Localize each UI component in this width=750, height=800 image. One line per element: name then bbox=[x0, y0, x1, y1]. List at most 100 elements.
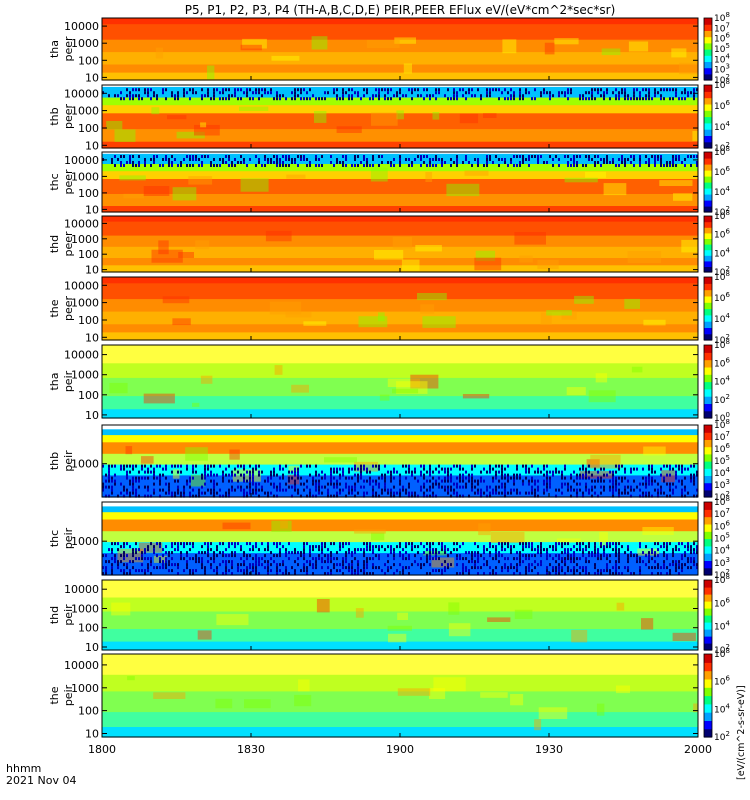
noise-pixel bbox=[402, 94, 404, 98]
noise-pixel bbox=[690, 473, 692, 477]
noise-pixel bbox=[174, 494, 176, 498]
noise-pixel bbox=[183, 542, 185, 546]
colorbar-segment bbox=[704, 67, 712, 75]
noise-pixel bbox=[120, 155, 122, 158]
noise-pixel bbox=[690, 164, 692, 167]
noise-pixel bbox=[582, 569, 584, 573]
noise-pixel bbox=[252, 563, 254, 567]
noise-pixel bbox=[600, 569, 602, 573]
noise-pixel bbox=[339, 488, 341, 492]
noise-pixel bbox=[279, 554, 281, 558]
noise-pixel bbox=[555, 566, 557, 570]
noise-pixel bbox=[669, 464, 671, 468]
noise-pixel bbox=[435, 569, 437, 573]
noise-pixel bbox=[642, 482, 644, 486]
spectrogram-band bbox=[102, 435, 698, 443]
noise-pixel bbox=[222, 97, 224, 101]
noise-pixel bbox=[195, 155, 197, 158]
noise-pixel bbox=[543, 88, 545, 92]
noise-pixel bbox=[267, 560, 269, 564]
noise-pixel bbox=[177, 470, 179, 474]
noise-pixel bbox=[207, 464, 209, 468]
noise-pixel bbox=[423, 476, 425, 480]
colorbar-frame bbox=[703, 151, 713, 213]
noise-pixel bbox=[285, 566, 287, 570]
noise-pixel bbox=[513, 94, 515, 98]
noise-pixel bbox=[546, 464, 548, 468]
noise-pixel bbox=[213, 554, 215, 558]
noise-pixel bbox=[249, 548, 251, 552]
noise-pixel bbox=[669, 467, 671, 471]
noise-pixel bbox=[210, 464, 212, 468]
noise-pixel bbox=[684, 88, 686, 92]
noise-pixel bbox=[237, 88, 239, 92]
y-tick-label: 1000 bbox=[71, 682, 99, 695]
noise-pixel bbox=[615, 94, 617, 98]
noise-pixel bbox=[261, 485, 263, 489]
noise-pixel bbox=[411, 470, 413, 474]
noise-pixel bbox=[636, 88, 638, 92]
noise-pixel bbox=[165, 491, 167, 495]
noise-pixel bbox=[360, 485, 362, 489]
noise-pixel bbox=[366, 560, 368, 564]
noise-pixel bbox=[267, 91, 269, 95]
noise-pixel bbox=[573, 479, 575, 483]
noise-pixel bbox=[396, 470, 398, 474]
noise-pixel bbox=[327, 494, 329, 498]
noise-pixel bbox=[378, 91, 380, 95]
noise-pixel bbox=[426, 164, 428, 167]
noise-pixel bbox=[276, 94, 278, 98]
spectrogram-band bbox=[102, 221, 698, 237]
noise-pixel bbox=[546, 476, 548, 480]
noise-pixel bbox=[600, 572, 602, 576]
spectrogram-variation bbox=[544, 42, 555, 55]
noise-pixel bbox=[336, 479, 338, 483]
colorbar-segment bbox=[704, 194, 712, 201]
noise-pixel bbox=[654, 91, 656, 95]
noise-pixel bbox=[123, 164, 125, 167]
noise-pixel bbox=[129, 91, 131, 95]
noise-pixel bbox=[351, 164, 353, 167]
noise-pixel bbox=[132, 94, 134, 98]
noise-pixel bbox=[243, 491, 245, 495]
noise-pixel bbox=[132, 548, 134, 552]
noise-pixel bbox=[567, 91, 569, 95]
noise-pixel bbox=[387, 545, 389, 549]
noise-pixel bbox=[339, 569, 341, 573]
noise-pixel bbox=[504, 548, 506, 552]
noise-pixel bbox=[153, 548, 155, 552]
noise-pixel bbox=[183, 485, 185, 489]
y-tick-label: 10000 bbox=[64, 349, 99, 362]
noise-pixel bbox=[660, 566, 662, 570]
noise-pixel bbox=[276, 566, 278, 570]
noise-pixel bbox=[381, 569, 383, 573]
noise-pixel bbox=[294, 88, 296, 92]
noise-pixel bbox=[480, 94, 482, 98]
noise-pixel bbox=[579, 548, 581, 552]
noise-pixel bbox=[405, 551, 407, 555]
noise-pixel bbox=[489, 494, 491, 498]
noise-pixel bbox=[552, 164, 554, 167]
noise-pixel bbox=[537, 470, 539, 474]
spectrogram-variation bbox=[564, 177, 598, 183]
noise-pixel bbox=[318, 97, 320, 101]
noise-pixel bbox=[102, 488, 104, 492]
noise-pixel bbox=[135, 164, 137, 167]
noise-pixel bbox=[654, 554, 656, 558]
noise-pixel bbox=[432, 491, 434, 495]
noise-pixel bbox=[645, 97, 647, 101]
noise-pixel bbox=[627, 158, 629, 161]
noise-pixel bbox=[555, 545, 557, 549]
noise-pixel bbox=[411, 494, 413, 498]
noise-pixel bbox=[147, 485, 149, 489]
noise-pixel bbox=[447, 467, 449, 471]
noise-pixel bbox=[312, 557, 314, 561]
colorbar-tick-label: 106 bbox=[714, 442, 730, 455]
spectrogram-band bbox=[102, 519, 698, 532]
noise-pixel bbox=[150, 560, 152, 564]
noise-pixel bbox=[372, 485, 374, 489]
noise-pixel bbox=[243, 91, 245, 95]
spectrogram-variation bbox=[172, 187, 197, 201]
noise-pixel bbox=[333, 482, 335, 486]
noise-pixel bbox=[204, 569, 206, 573]
